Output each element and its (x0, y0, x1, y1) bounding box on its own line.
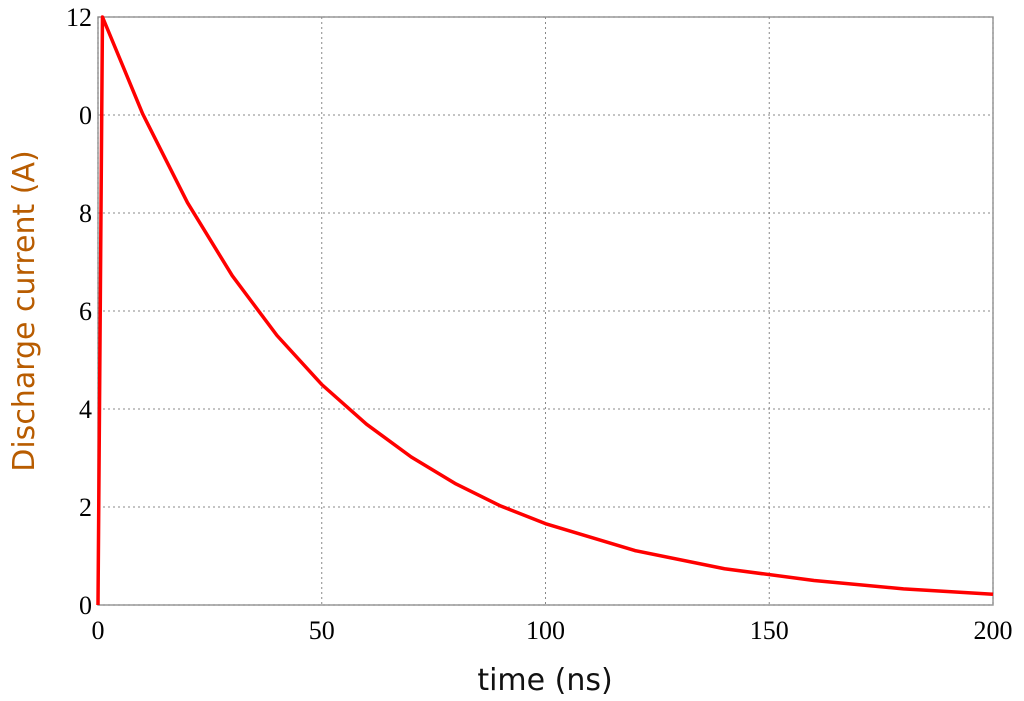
x-tick-label: 0 (92, 616, 105, 645)
y-axis-label: Discharge current (A) (7, 150, 42, 472)
data-line (96, 15, 994, 606)
y-tick-label: 0 (79, 591, 92, 620)
y-tick-label: 0 (79, 101, 92, 130)
y-tick-label: 8 (79, 199, 92, 228)
x-tick-label: 100 (526, 616, 565, 645)
y-tick-label: 4 (79, 395, 92, 424)
x-tick-label: 50 (309, 616, 335, 645)
x-axis-label: time (ns) (477, 663, 612, 698)
x-tick-label: 200 (974, 616, 1013, 645)
y-tick-label: 2 (79, 493, 92, 522)
x-tick-label: 150 (750, 616, 789, 645)
y-tick-label: 12 (66, 3, 92, 32)
y-tick-label: 6 (79, 297, 92, 326)
